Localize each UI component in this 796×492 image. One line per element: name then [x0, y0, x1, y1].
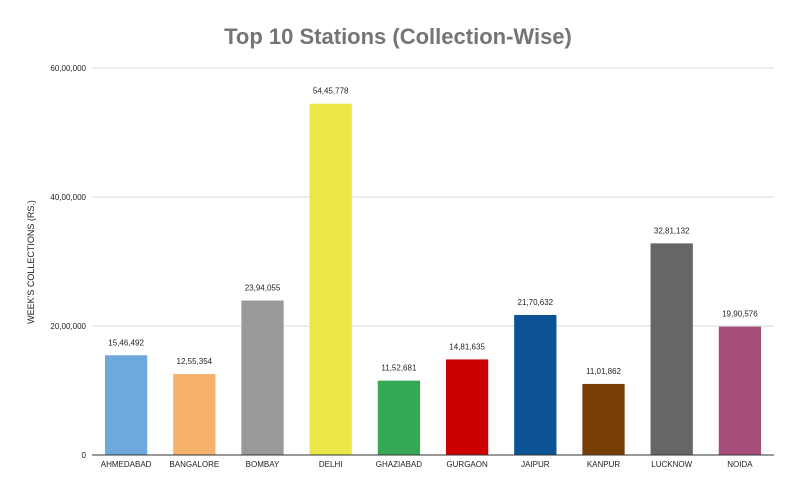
chart-title: Top 10 Stations (Collection-Wise): [224, 24, 572, 49]
data-label: 54,45,778: [313, 87, 349, 96]
y-tick-label: 0: [82, 451, 87, 460]
bar-ahmedabad: [104, 355, 148, 455]
data-label: 14,81,635: [449, 342, 485, 351]
data-label: 11,01,862: [586, 367, 622, 376]
x-axis-labels: AHMEDABAD BANGALORE BOMBAY DELHI GHAZIABAD GU…: [101, 460, 753, 469]
data-label: 11,52,681: [381, 364, 417, 373]
bar-jaipur: [514, 314, 557, 455]
x-tick-label: DELHI: [319, 460, 343, 469]
bar-noida: [718, 326, 762, 455]
y-tick-label: 40,00,000: [50, 193, 86, 202]
data-label: 19,90,576: [722, 310, 758, 319]
x-tick-label: KANPUR: [587, 460, 621, 469]
data-labels: 15,46,492 12,55,354 23,94,055 54,45,778 11,5…: [108, 87, 758, 376]
data-label: 12,55,354: [177, 357, 213, 366]
data-label: 23,94,055: [245, 284, 281, 293]
data-label: 21,70,632: [518, 298, 554, 307]
x-tick-label: BOMBAY: [246, 460, 280, 469]
x-tick-label: GURGAON: [446, 460, 488, 469]
y-tick-label: 60,00,000: [50, 64, 86, 73]
y-tick-label: 20,00,000: [50, 322, 86, 331]
bar-kanpur: [582, 383, 625, 455]
bar-bangalore: [173, 374, 216, 455]
bar-gurgaon: [445, 359, 489, 455]
x-tick-label: LUCKNOW: [651, 460, 692, 469]
x-tick-label: GHAZIABAD: [376, 460, 422, 469]
bars: [104, 103, 762, 456]
x-tick-label: NOIDA: [727, 460, 753, 469]
data-label: 15,46,492: [108, 338, 144, 347]
bar-lucknow: [650, 243, 693, 455]
bar-bombay: [241, 300, 284, 455]
x-tick-label: JAIPUR: [521, 460, 550, 469]
bar-delhi: [309, 103, 352, 456]
bar-ghaziabad: [377, 380, 421, 455]
data-label: 32,81,132: [654, 226, 690, 235]
x-tick-label: BANGALORE: [169, 460, 219, 469]
x-tick-label: AHMEDABAD: [101, 460, 152, 469]
y-axis-label: WEEK'S COLLECTIONS (RS.): [26, 200, 36, 324]
y-axis-ticks: 0 20,00,000 40,00,000 60,00,000: [50, 64, 86, 460]
